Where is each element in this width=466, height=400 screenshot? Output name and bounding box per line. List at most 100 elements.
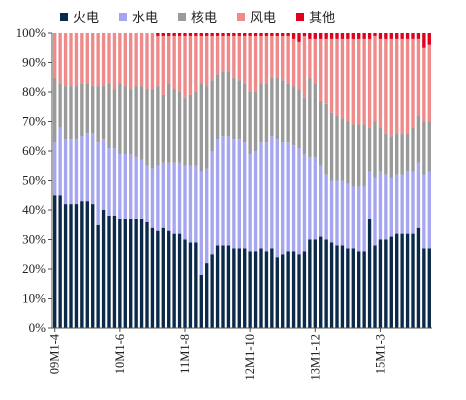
bar-segment: [69, 204, 73, 328]
bar-segment: [346, 183, 350, 249]
bar-segment: [297, 33, 301, 42]
bar-segment: [205, 263, 209, 328]
bar-segment: [63, 204, 68, 328]
bar-segment: [156, 33, 160, 36]
bar-segment: [351, 38, 355, 125]
bar-segment: [232, 35, 236, 78]
bar-segment: [58, 33, 62, 84]
bar-segment: [357, 124, 361, 187]
legend: 火电 水电 核电 风电 其他: [60, 7, 335, 26]
bar-segment: [221, 33, 225, 36]
bar-segment: [91, 33, 95, 87]
bar-segment: [96, 142, 100, 225]
bar-segment: [85, 33, 89, 84]
bar-segment: [291, 33, 296, 39]
bar-segment: [319, 33, 323, 39]
bar-segment: [275, 33, 279, 36]
bar-segment: [297, 148, 301, 255]
bar-segment: [319, 165, 323, 237]
bar-segment: [112, 33, 117, 90]
bar-segment: [308, 38, 312, 78]
bar-segment: [351, 186, 355, 249]
bar-segment: [248, 92, 252, 154]
bar-segment: [367, 127, 372, 172]
bar-segment: [340, 118, 345, 181]
bar-segment: [177, 33, 182, 36]
bar-segment: [384, 174, 388, 240]
bar-segment: [275, 257, 279, 328]
bar-segment: [275, 77, 279, 140]
bar-segment: [281, 35, 285, 81]
legend-item-4: 其他: [296, 7, 335, 26]
x-tick-label: 11M1-8: [178, 334, 192, 374]
bar-segment: [373, 33, 377, 36]
bar-segment: [69, 33, 73, 87]
bar-segment: [405, 133, 410, 172]
bar-segment: [324, 239, 328, 328]
bar-segment: [177, 35, 182, 92]
bar-segment: [221, 71, 225, 137]
bar-segment: [80, 83, 84, 137]
bar-segment: [177, 162, 182, 234]
bar-segment: [286, 33, 290, 36]
bar-segment: [367, 38, 372, 128]
bar-segment: [80, 201, 84, 328]
bar-segment: [161, 94, 165, 163]
bar-segment: [335, 115, 339, 181]
bar-segment: [405, 33, 410, 39]
bar-segment: [405, 233, 410, 328]
bar-segment: [172, 162, 176, 234]
bar-segment: [150, 89, 155, 169]
bar-segment: [275, 35, 279, 78]
bar-segment: [351, 248, 355, 328]
bar-segment: [422, 121, 426, 175]
bar-segment: [335, 245, 339, 328]
bar-segment: [199, 83, 203, 172]
bar-segment: [302, 35, 307, 98]
bar-segment: [335, 38, 339, 116]
bar-segment: [259, 83, 263, 143]
bar-segment: [107, 215, 111, 328]
bar-segment: [58, 127, 62, 196]
bar-segment: [308, 156, 312, 240]
bar-segment: [416, 227, 421, 328]
bar-segment: [308, 239, 312, 328]
bar-segment: [351, 33, 355, 39]
bar-segment: [112, 148, 117, 216]
bar-segment: [85, 133, 89, 202]
bar-segment: [243, 83, 247, 143]
bar-segment: [302, 251, 307, 328]
legend-item-2: 核电: [178, 7, 217, 26]
bar-segment: [373, 121, 377, 178]
bar-segment: [400, 38, 404, 134]
bar-segment: [85, 201, 89, 328]
bar-segment: [129, 89, 133, 154]
bar-segment: [400, 174, 404, 234]
bar-segment: [264, 142, 269, 252]
bar-segment: [205, 35, 209, 87]
bar-segment: [362, 251, 366, 328]
bar-segment: [291, 86, 296, 146]
bar-segment: [172, 89, 176, 163]
bar-segment: [286, 251, 290, 328]
y-tick-label: 80%: [22, 84, 46, 99]
bar-segment: [270, 77, 274, 137]
bar-segment: [264, 35, 269, 84]
bar-segment: [378, 239, 383, 328]
bar-segment: [286, 83, 290, 143]
bar-segment: [259, 33, 263, 36]
bar-segment: [427, 121, 431, 172]
y-tick-label: 70%: [22, 114, 46, 129]
bar-segment: [199, 274, 203, 328]
bar-segment: [134, 86, 138, 157]
bar-segment: [346, 33, 350, 39]
bar-segment: [123, 33, 127, 87]
bar-segment: [270, 136, 274, 249]
bar-segment: [313, 239, 317, 328]
bar-segment: [427, 44, 431, 122]
bar-segment: [123, 153, 127, 219]
bar-segment: [253, 33, 258, 36]
bar-segment: [91, 133, 95, 205]
bar-segment: [335, 180, 339, 246]
bar-segment: [63, 86, 68, 140]
